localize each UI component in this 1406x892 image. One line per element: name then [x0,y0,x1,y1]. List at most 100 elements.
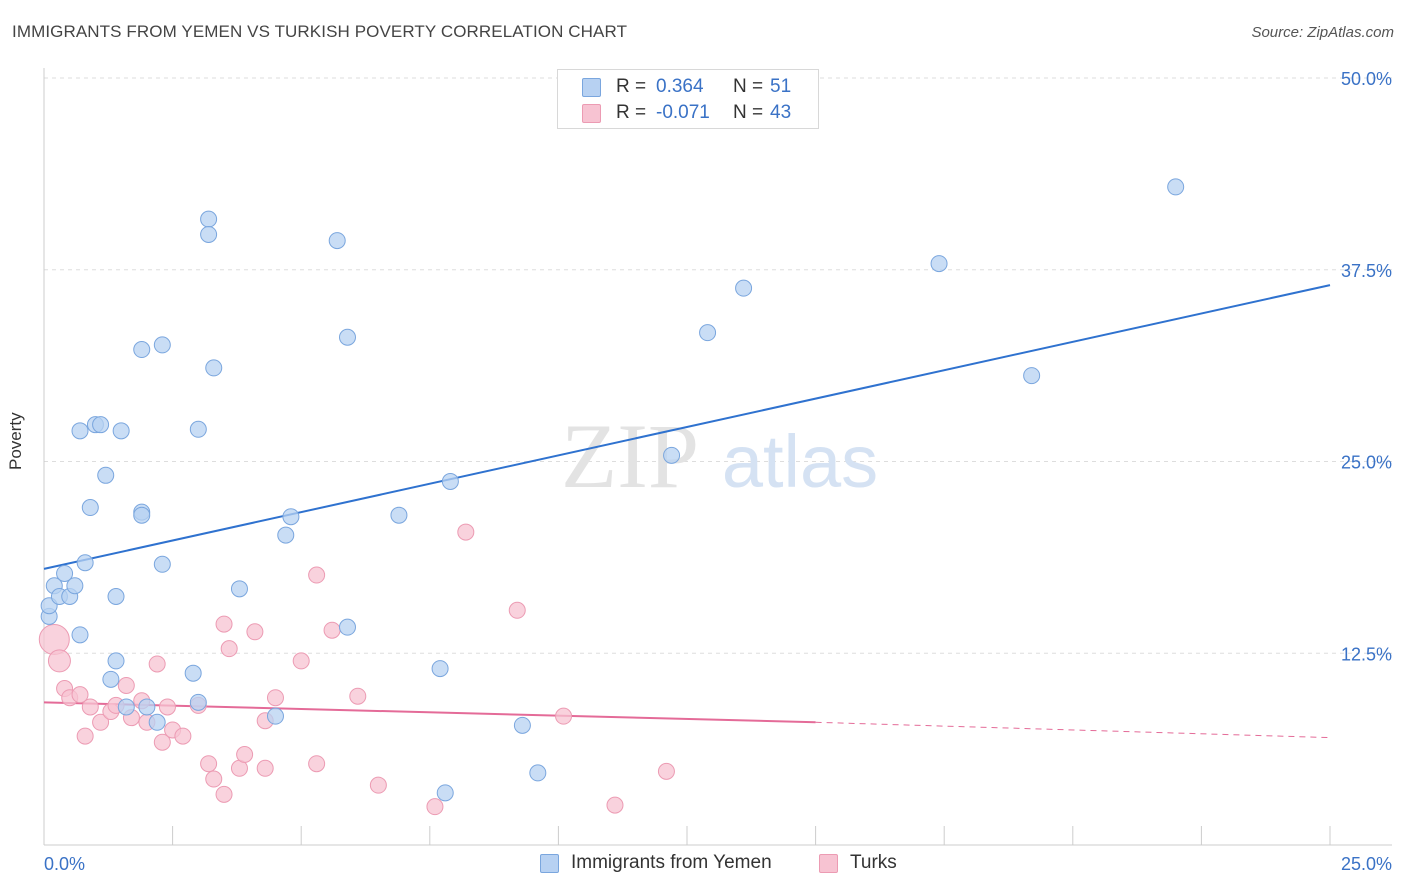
x-tick-label: 0.0% [44,854,85,874]
point-yemen [436,784,454,802]
point-yemen [1167,178,1185,196]
point-yemen [148,713,166,731]
point-turks [246,623,264,641]
point-yemen [200,225,218,243]
y-tick-label: 50.0% [1341,69,1392,89]
point-turks [92,713,110,731]
point-turks [606,796,624,814]
legend-n-label: N = [733,76,764,97]
point-yemen [76,554,94,572]
point-turks [174,727,192,745]
point-yemen [328,232,346,250]
point-yemen [56,564,74,582]
legend-r-label: R = [616,102,647,123]
point-yemen [153,336,171,354]
point-turks [215,785,233,803]
legend-swatch-blue [540,854,559,873]
point-turks [220,640,238,658]
point-turks [323,621,341,639]
point-turks [76,727,94,745]
point-yemen [189,693,207,711]
point-yemen [184,664,202,682]
point-turks [555,707,573,725]
data-points [38,178,1185,816]
y-tick-label: 25.0% [1341,453,1392,473]
chart-title: IMMIGRANTS FROM YEMEN VS TURKISH POVERTY… [12,22,628,41]
point-turks [308,755,326,773]
point-yemen [441,472,459,490]
point-turks [148,655,166,673]
point-yemen [930,255,948,273]
point-yemen [92,416,110,434]
point-yemen [735,279,753,297]
point-turks [457,523,475,541]
y-tick-label: 37.5% [1341,261,1392,281]
watermark-atlas: atlas [722,420,878,503]
source-label: Source: ZipAtlas.com [1251,24,1394,41]
point-yemen [66,577,84,595]
point-yemen [71,422,89,440]
point-yemen [230,580,248,598]
trendlines [43,284,1331,739]
point-yemen [266,707,284,725]
legend-label-turks: Turks [850,852,897,873]
point-yemen [390,506,408,524]
legend-n-value: 51 [770,76,792,97]
point-turks [117,676,135,694]
point-yemen [431,660,449,678]
point-yemen [338,618,356,636]
point-turks [426,798,444,816]
y-tick-label: 12.5% [1341,644,1392,664]
point-yemen [529,764,547,782]
legend-swatch-pink [582,104,601,123]
point-yemen [133,506,151,524]
point-turks [158,698,176,716]
watermark: ZIP atlas [561,405,878,507]
point-yemen [282,508,300,526]
point-turks [266,689,284,707]
point-turks [292,652,310,670]
correlation-legend: R = 0.364 N = 51 R = -0.071 N = 43 [557,69,819,129]
point-yemen [117,698,135,716]
point-yemen [81,499,99,517]
point-yemen [1023,367,1041,385]
point-turks [47,649,71,673]
point-turks [153,733,171,751]
point-yemen [699,324,717,342]
legend-n-value: 43 [770,102,792,123]
point-yemen [205,359,223,377]
axes [43,68,1392,846]
legend-swatch-blue [582,78,601,97]
point-turks [71,686,89,704]
point-yemen [277,526,295,544]
point-yemen [663,446,681,464]
point-yemen [107,652,125,670]
point-turks [38,623,70,655]
legend-swatch-pink [819,854,838,873]
legend-n-label: N = [733,102,764,123]
tick-labels: 12.5% 25.0% 37.5% 50.0% 0.0% 25.0% [44,69,1392,874]
point-yemen [102,670,120,688]
point-turks [81,698,99,716]
point-turks [205,770,223,788]
point-turks [200,755,218,773]
point-yemen [133,341,151,359]
point-turks [657,762,675,780]
point-turks [508,601,526,619]
point-turks [256,759,274,777]
x-tick-label: 25.0% [1341,854,1392,874]
point-yemen [200,210,218,228]
point-yemen [107,587,125,605]
point-turks [349,687,367,705]
point-yemen [338,328,356,346]
point-yemen [189,420,207,438]
legend-r-label: R = [616,76,647,97]
point-turks [369,776,387,794]
point-yemen [153,555,171,573]
legend-r-value: -0.071 [656,102,710,123]
grid-lines [44,77,1392,654]
point-yemen [112,422,130,440]
trendline-turks [815,721,1331,739]
point-yemen [138,698,156,716]
